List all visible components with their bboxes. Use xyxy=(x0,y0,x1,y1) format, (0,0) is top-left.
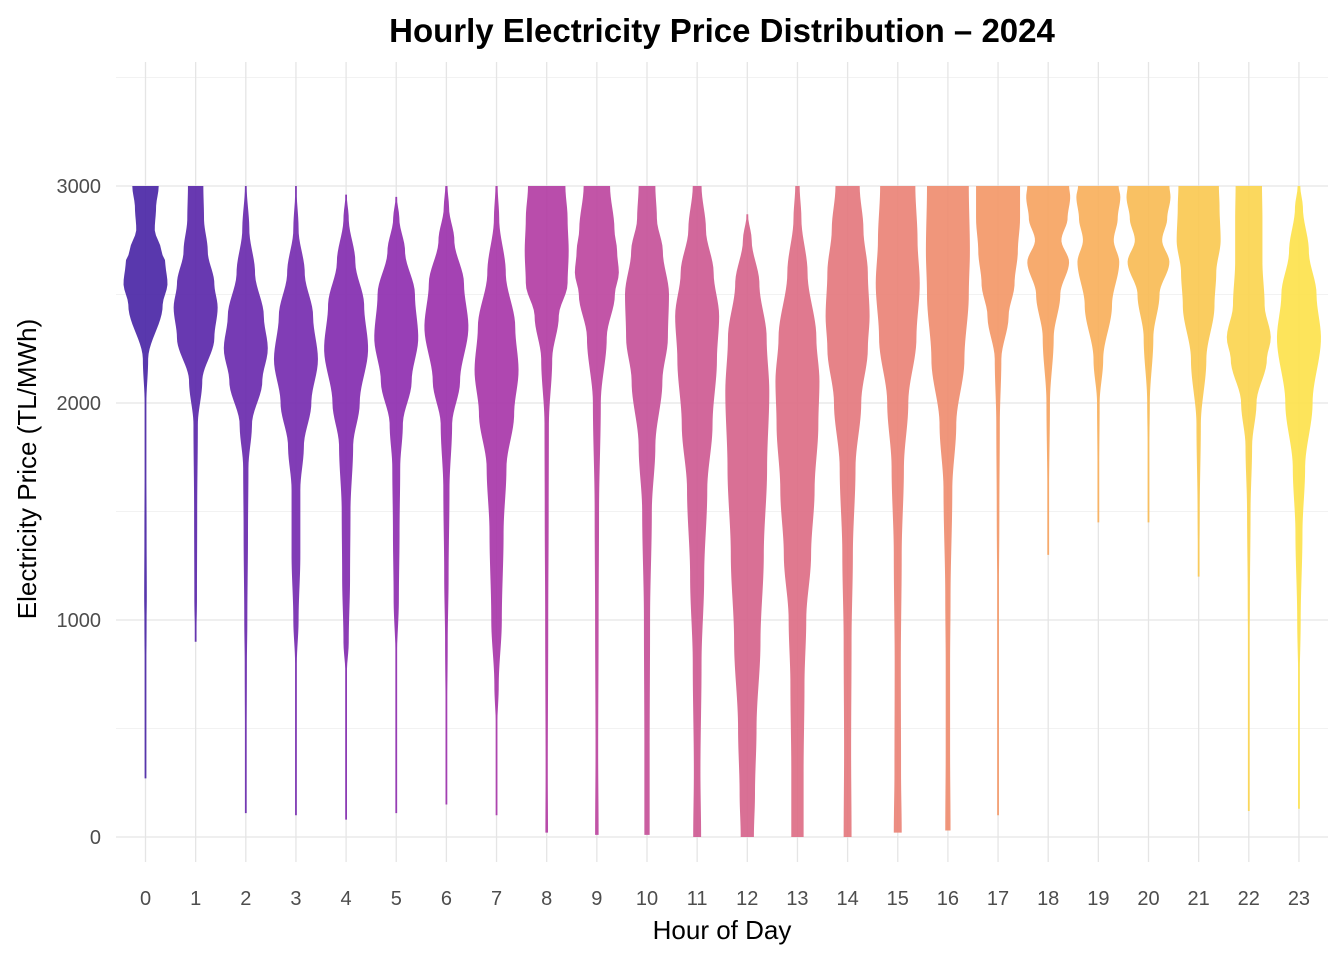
violin-hour-20 xyxy=(1126,186,1171,523)
violin-hour-21 xyxy=(1176,186,1221,577)
chart-title: Hourly Electricity Price Distribution – … xyxy=(389,12,1055,49)
x-tick-label: 23 xyxy=(1288,888,1310,910)
violin-hour-19 xyxy=(1076,186,1121,523)
violin-hour-14 xyxy=(825,186,870,837)
violin-hour-8 xyxy=(524,186,569,833)
violin-hour-15 xyxy=(875,186,920,833)
x-tick-label: 2 xyxy=(240,888,251,910)
x-tick-label: 19 xyxy=(1087,888,1109,910)
violin-hour-16 xyxy=(925,186,970,831)
x-tick-label: 0 xyxy=(140,888,151,910)
violin-hour-2 xyxy=(223,186,268,814)
violin-hour-5 xyxy=(374,196,419,814)
y-axis-title: Electricity Price (TL/MWh) xyxy=(12,319,42,619)
violin-hour-10 xyxy=(625,186,669,835)
violin-hour-17 xyxy=(976,186,1021,816)
violin-hour-4 xyxy=(324,194,369,820)
x-tick-label: 13 xyxy=(786,888,808,910)
violin-hour-18 xyxy=(1026,186,1071,555)
x-tick-label: 17 xyxy=(987,888,1009,910)
x-tick-label: 6 xyxy=(441,888,452,910)
x-tick-label: 12 xyxy=(736,888,758,910)
x-tick-label: 5 xyxy=(391,888,402,910)
violin-hour-13 xyxy=(775,186,820,837)
x-tick-label: 1 xyxy=(190,888,201,910)
x-axis-tick-labels: 0 1 2 3 4 5 6 7 8 9 10 11 12 13 14 15 16 17 18 19 20 21 22 23 xyxy=(140,888,1310,910)
violin-hour-6 xyxy=(424,186,469,805)
x-tick-label: 11 xyxy=(687,888,708,910)
violin-hour-12 xyxy=(725,214,770,837)
x-tick-label: 16 xyxy=(937,888,959,910)
x-tick-label: 14 xyxy=(836,888,858,910)
x-tick-label: 21 xyxy=(1188,888,1210,910)
x-tick-label: 20 xyxy=(1137,888,1159,910)
violins xyxy=(123,186,1321,837)
violin-hour-1 xyxy=(173,186,218,642)
x-axis-title: Hour of Day xyxy=(653,915,792,945)
x-tick-label: 22 xyxy=(1238,888,1260,910)
violin-hour-22 xyxy=(1226,186,1271,811)
violin-hour-7 xyxy=(474,186,519,816)
y-tick-label: 0 xyxy=(90,827,101,849)
x-tick-label: 7 xyxy=(491,888,502,910)
y-tick-label: 1000 xyxy=(57,610,102,632)
y-tick-label: 3000 xyxy=(57,176,102,198)
violin-hour-23 xyxy=(1276,186,1321,809)
x-tick-label: 8 xyxy=(541,888,552,910)
x-tick-label: 3 xyxy=(290,888,301,910)
violin-hour-11 xyxy=(675,186,720,837)
x-tick-label: 9 xyxy=(591,888,602,910)
violin-hour-3 xyxy=(273,186,318,816)
violin-hour-9 xyxy=(574,186,619,835)
y-axis-tick-labels: 0 1000 2000 3000 xyxy=(57,176,102,849)
y-tick-label: 2000 xyxy=(57,393,102,415)
violin-hour-0 xyxy=(123,186,168,779)
x-tick-label: 15 xyxy=(887,888,909,910)
x-tick-label: 4 xyxy=(341,888,352,910)
x-tick-label: 18 xyxy=(1037,888,1059,910)
x-tick-label: 10 xyxy=(636,888,658,910)
